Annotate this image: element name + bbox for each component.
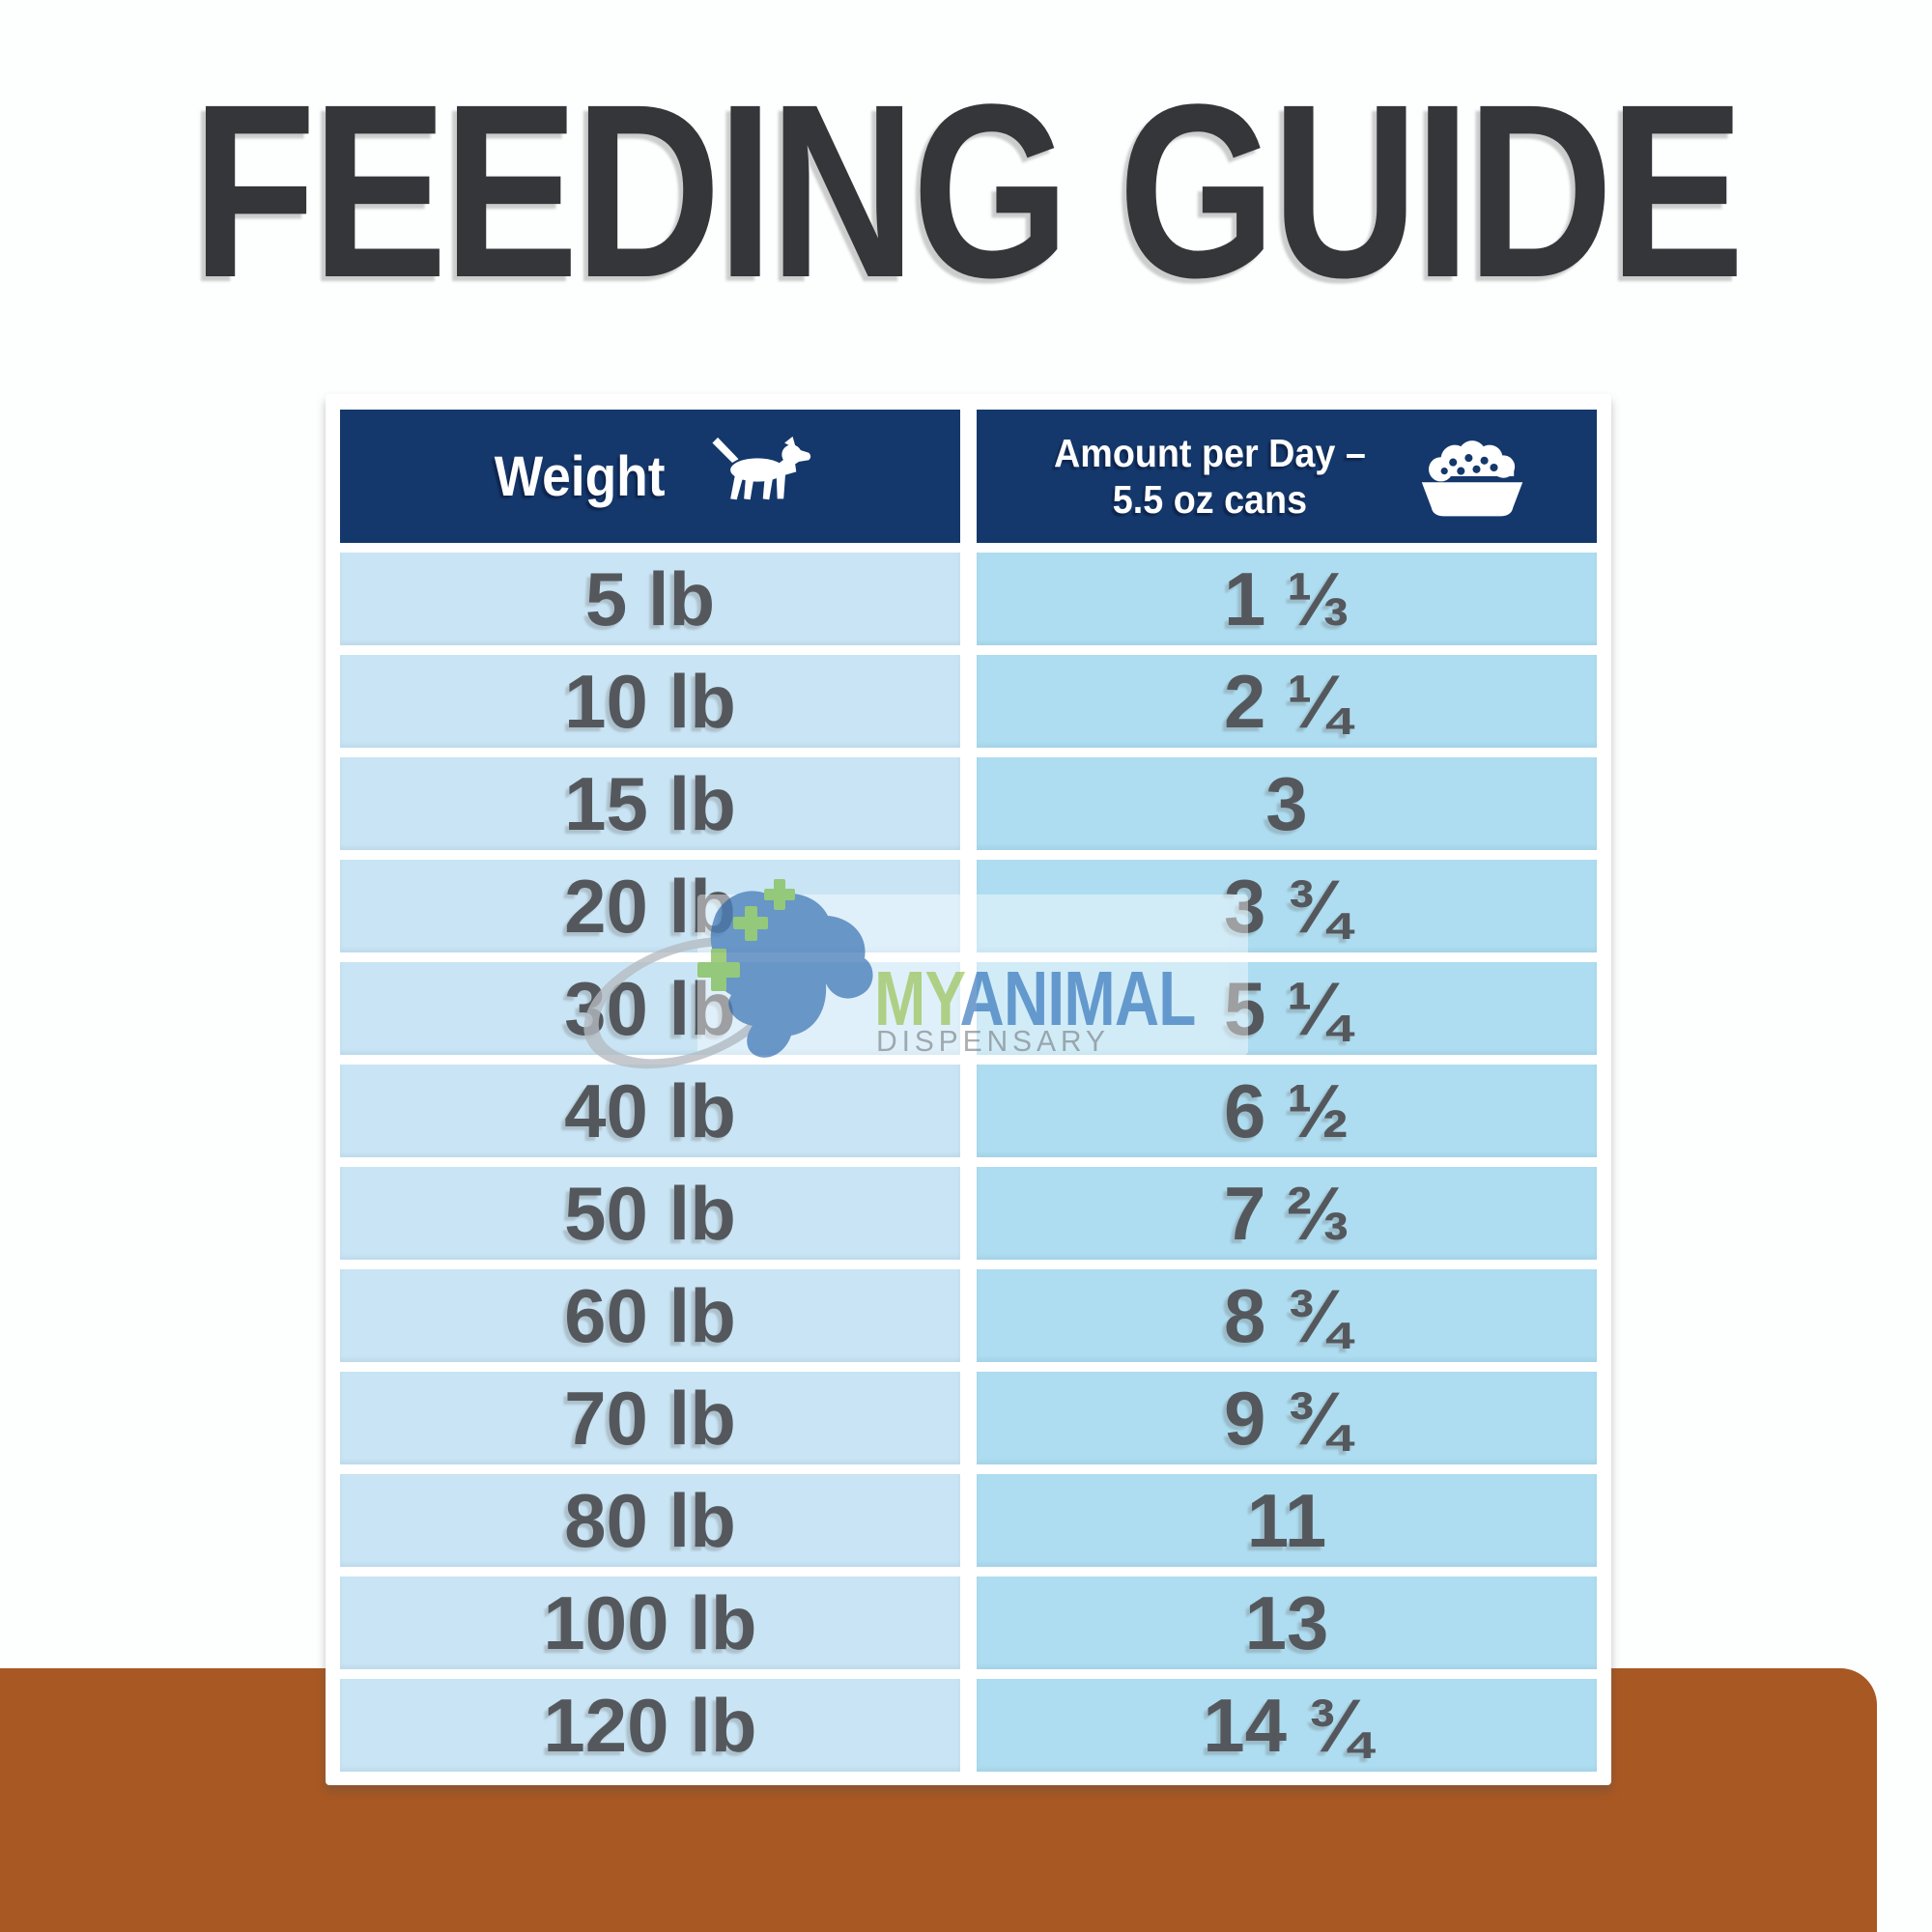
food-bowl-icon [1411,432,1533,521]
amount-cell: 8 ¾ [977,1269,1597,1362]
weight-header-label: Weight [494,444,666,508]
weight-cell: 30 lb [340,962,960,1055]
page-title: FEEDING GUIDE [191,53,1745,329]
amount-cell: 13 [977,1577,1597,1669]
weight-cell: 40 lb [340,1065,960,1157]
weight-cell: 20 lb [340,860,960,952]
amount-cell: 9 ¾ [977,1372,1597,1464]
weight-cell: 15 lb [340,757,960,850]
weight-cell: 80 lb [340,1474,960,1567]
amount-cell: 14 ¾ [977,1679,1597,1772]
feeding-table: Weight [340,410,1597,1772]
amount-header-line2: 5.5 oz cans [1112,477,1307,522]
amount-column-header: Amount per Day – 5.5 oz cans [977,410,1597,543]
amount-cell: 3 [977,757,1597,850]
amount-header-line1: Amount per Day – [1053,430,1366,475]
amount-cell: 1 ⅓ [977,553,1597,645]
weight-cell: 70 lb [340,1372,960,1464]
dog-icon [705,436,813,517]
amount-cell: 7 ⅔ [977,1167,1597,1260]
amount-cell: 2 ¼ [977,655,1597,748]
amount-header-label: Amount per Day – 5.5 oz cans [1054,430,1366,524]
amount-cell: 11 [977,1474,1597,1567]
feeding-table-panel: Weight [326,394,1611,1785]
weight-cell: 10 lb [340,655,960,748]
weight-cell: 60 lb [340,1269,960,1362]
weight-cell: 100 lb [340,1577,960,1669]
weight-cell: 50 lb [340,1167,960,1260]
weight-column-header: Weight [340,410,960,543]
weight-cell: 120 lb [340,1679,960,1772]
weight-cell: 5 lb [340,553,960,645]
amount-cell: 6 ½ [977,1065,1597,1157]
amount-cell: 5 ¼ [977,962,1597,1055]
amount-cell: 3 ¾ [977,860,1597,952]
page-title-row: FEEDING GUIDE [0,68,1932,315]
